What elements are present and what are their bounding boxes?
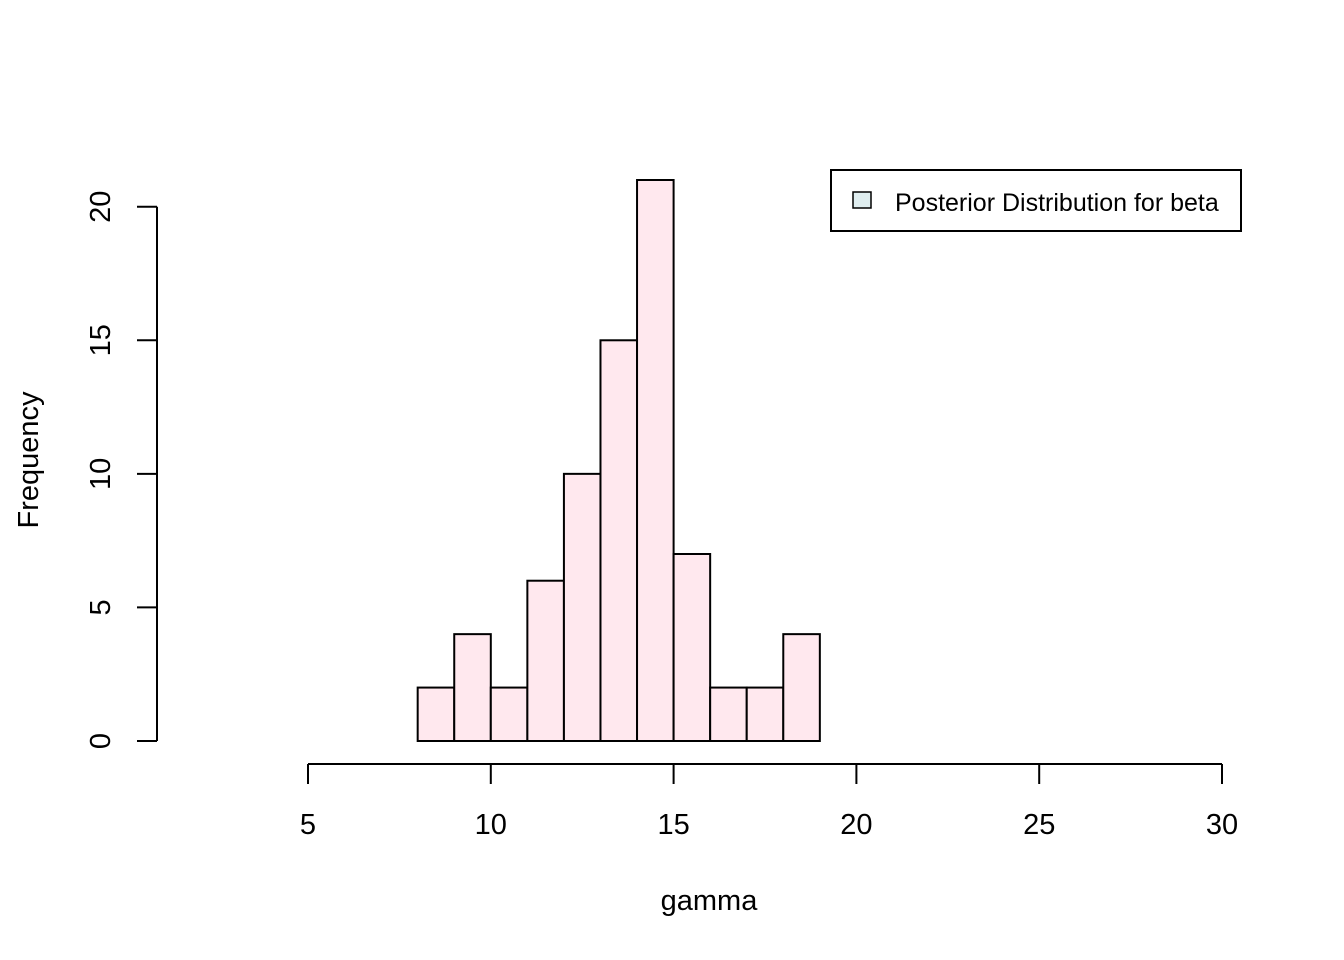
y-axis-label: Frequency [13, 391, 45, 529]
legend-label: Posterior Distribution for beta [895, 189, 1219, 217]
legend: Posterior Distribution for beta [830, 169, 1242, 232]
histogram-bar [526, 579, 565, 743]
y-tick-label: 20 [85, 191, 117, 223]
y-tick-label: 15 [85, 324, 117, 356]
histogram-bar [636, 179, 675, 742]
x-tick-label: 25 [1023, 809, 1055, 841]
histogram-bar [672, 553, 712, 742]
histogram-bars [416, 179, 821, 743]
x-axis-label: gamma [661, 885, 759, 917]
histogram-bar [562, 472, 602, 742]
legend-swatch [852, 191, 872, 209]
y-tick-label: 5 [85, 599, 117, 615]
y-tick-label: 10 [85, 458, 117, 490]
x-tick-label: 5 [300, 809, 316, 841]
x-tick-label: 15 [657, 809, 689, 841]
histogram-bar [709, 686, 748, 742]
x-tick-label: 10 [475, 809, 507, 841]
histogram-bar [453, 633, 492, 743]
x-axis: 5 10 15 20 25 30 [300, 763, 1238, 841]
legend-box [830, 169, 1242, 232]
histogram-bar [745, 686, 785, 742]
histogram-bar [599, 339, 639, 742]
x-tick-label: 20 [840, 809, 872, 841]
x-tick-label: 30 [1206, 809, 1238, 841]
histogram-bar [782, 633, 821, 743]
y-axis: 0 5 10 15 20 [85, 191, 158, 749]
y-tick-label: 0 [85, 733, 117, 749]
histogram-bar [416, 686, 456, 742]
histogram-bar [489, 686, 529, 742]
